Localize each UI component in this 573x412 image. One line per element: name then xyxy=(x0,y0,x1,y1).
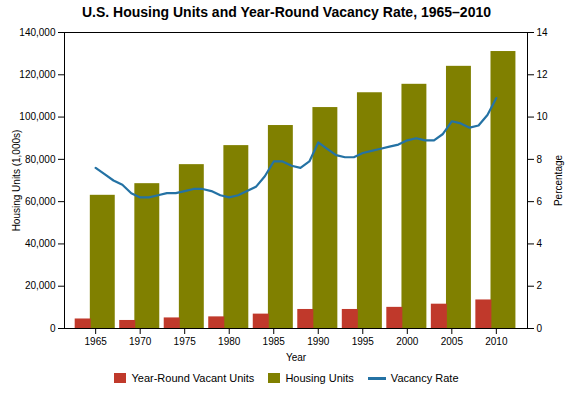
svg-text:140,000: 140,000 xyxy=(19,27,56,38)
svg-text:Percentage: Percentage xyxy=(553,154,564,206)
svg-text:120,000: 120,000 xyxy=(19,69,56,80)
svg-text:4: 4 xyxy=(537,238,543,249)
html-text:Year-Round Vacant Units: Year-Round Vacant Units xyxy=(131,372,255,384)
svg-text:14: 14 xyxy=(537,27,549,38)
svg-text:1990: 1990 xyxy=(307,336,330,347)
svg-text:80,000: 80,000 xyxy=(25,154,56,165)
svg-text:20,000: 20,000 xyxy=(25,280,56,291)
svg-text:60,000: 60,000 xyxy=(25,196,56,207)
svg-text:Housing Units (1,000s): Housing Units (1,000s) xyxy=(11,130,22,232)
svg-text:0: 0 xyxy=(537,323,543,334)
svg-text:12: 12 xyxy=(537,69,549,80)
svg-text:Year: Year xyxy=(286,352,307,363)
svg-text:6: 6 xyxy=(537,196,543,207)
svg-text:1980: 1980 xyxy=(218,336,241,347)
svg-text:1975: 1975 xyxy=(174,336,197,347)
svg-text:2000: 2000 xyxy=(396,336,419,347)
svg-text:8: 8 xyxy=(537,154,543,165)
svg-text:2: 2 xyxy=(537,280,543,291)
svg-text:0: 0 xyxy=(50,323,56,334)
html-text:Housing Units: Housing Units xyxy=(285,372,354,384)
svg-text:1995: 1995 xyxy=(352,336,375,347)
svg-text:1985: 1985 xyxy=(263,336,286,347)
svg-text:1970: 1970 xyxy=(129,336,152,347)
svg-text:100,000: 100,000 xyxy=(19,111,56,122)
svg-text:10: 10 xyxy=(537,111,549,122)
svg-text:40,000: 40,000 xyxy=(25,238,56,249)
html-text:Vacancy Rate: Vacancy Rate xyxy=(390,372,459,384)
svg-text:2005: 2005 xyxy=(441,336,464,347)
svg-text:2010: 2010 xyxy=(485,336,508,347)
html-text:U.S. Housing Units and Year-Ro: U.S. Housing Units and Year-Round Vacanc… xyxy=(82,4,491,20)
svg-text:1965: 1965 xyxy=(85,336,108,347)
